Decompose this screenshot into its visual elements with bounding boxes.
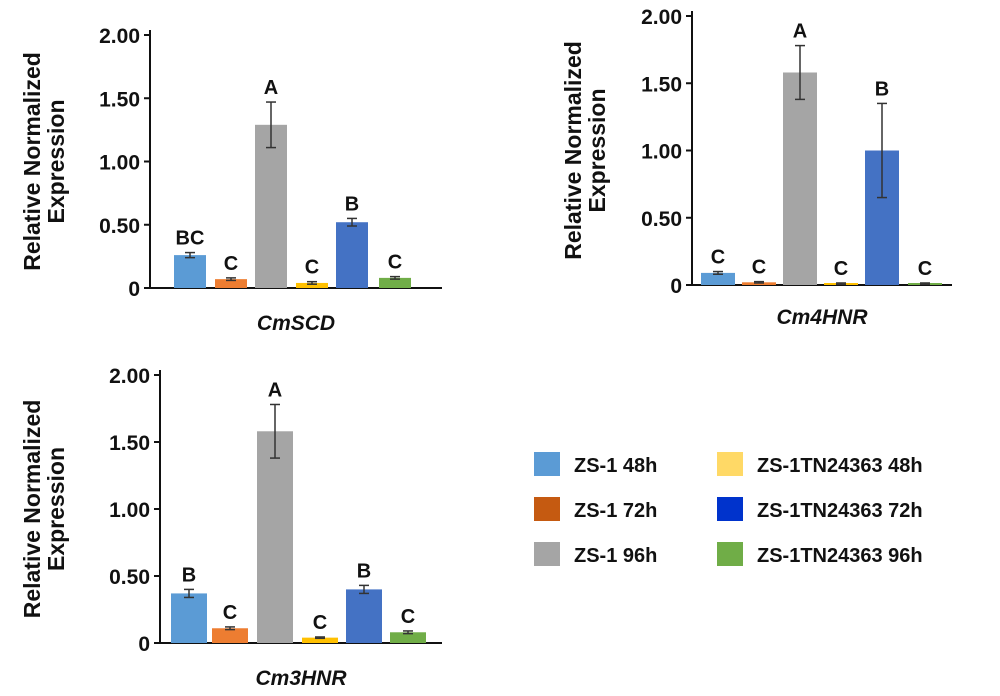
- y-tick-label: 1.00: [641, 141, 682, 164]
- significance-letter: C: [834, 258, 848, 280]
- y-tick-label: 1.50: [99, 88, 140, 111]
- gene-label: Cm3HNR: [255, 667, 347, 690]
- significance-letter: C: [223, 602, 237, 624]
- significance-letter: BC: [176, 228, 205, 250]
- bar-ZS-1TN24363-72h: [336, 222, 368, 288]
- y-tick-label: 1.50: [641, 73, 682, 96]
- bar-ZS-1TN24363-96h: [379, 277, 411, 288]
- significance-letter: A: [793, 21, 807, 43]
- significance-letter: C: [313, 612, 327, 634]
- significance-letter: C: [752, 257, 766, 279]
- legend-swatch: [717, 542, 743, 566]
- y-axis-title: Relative NormalizedExpression: [560, 41, 610, 260]
- significance-letter: B: [875, 78, 889, 100]
- y-tick-label: 0: [670, 275, 682, 298]
- bar-ZS-1TN24363-96h: [390, 632, 426, 643]
- legend-swatch: [534, 497, 560, 521]
- y-tick-label: 2.00: [109, 365, 150, 388]
- y-tick-label: 0.50: [641, 208, 682, 231]
- bar-ZS-1-96h: [783, 72, 817, 286]
- y-tick-label: 2.00: [641, 6, 682, 29]
- bar-ZS-1TN24363-48h: [302, 637, 338, 643]
- y-tick-label: 1.00: [109, 499, 150, 522]
- significance-letter: A: [268, 379, 282, 401]
- bar-ZS-1-48h: [174, 255, 206, 288]
- gene-label: Cm4HNR: [776, 306, 868, 329]
- y-tick-label: 0: [138, 633, 150, 656]
- legend-label: ZS-1 72h: [574, 500, 657, 522]
- chart-panel-Cm4HNR: 0 0.50 1.00 1.50 2.00 Relative NormalizedExpr…: [560, 6, 952, 329]
- y-tick-label: 1.00: [99, 152, 140, 175]
- legend: ZS-1 48h ZS-1 72h ZS-1 96h ZS-1TN24363 48h Z…: [534, 452, 923, 567]
- legend-swatch: [534, 452, 560, 476]
- bar-ZS-1-72h: [215, 279, 247, 288]
- significance-letter: C: [305, 257, 319, 279]
- significance-letter: B: [345, 193, 359, 215]
- significance-letter: C: [401, 606, 415, 628]
- bar-ZS-1-96h: [255, 124, 287, 288]
- legend-swatch: [717, 497, 743, 521]
- y-tick-label: 2.00: [99, 25, 140, 48]
- significance-letter: C: [711, 247, 725, 269]
- chart-panel-CmSCD: 0 0.50 1.00 1.50 2.00 Relative NormalizedExpr…: [19, 25, 442, 335]
- legend-swatch: [534, 542, 560, 566]
- bar-ZS-1-48h: [701, 272, 735, 285]
- chart-panel-Cm3HNR: 0 0.50 1.00 1.50 2.00 Relative NormalizedExpr…: [19, 365, 442, 690]
- bar-ZS-1-72h: [212, 628, 248, 643]
- significance-letter: B: [357, 560, 371, 582]
- legend-label: ZS-1TN24363 48h: [757, 455, 923, 477]
- significance-letter: C: [224, 253, 238, 275]
- significance-letter: C: [918, 258, 932, 280]
- bar-ZS-1-96h: [257, 431, 293, 643]
- y-tick-label: 0.50: [109, 566, 150, 589]
- significance-letter: B: [182, 564, 196, 586]
- legend-label: ZS-1TN24363 96h: [757, 545, 923, 567]
- y-tick-label: 1.50: [109, 432, 150, 455]
- y-tick-label: 0: [128, 278, 140, 301]
- y-axis-title: Relative NormalizedExpression: [19, 400, 69, 619]
- y-tick-label: 0.50: [99, 215, 140, 238]
- bar-ZS-1TN24363-72h: [346, 589, 382, 643]
- legend-label: ZS-1TN24363 72h: [757, 500, 923, 522]
- significance-letter: C: [388, 252, 402, 274]
- legend-label: ZS-1 48h: [574, 455, 657, 477]
- significance-letter: A: [264, 77, 278, 99]
- y-axis-title: Relative NormalizedExpression: [19, 52, 69, 271]
- bar-ZS-1-48h: [171, 593, 207, 643]
- gene-label: CmSCD: [257, 312, 335, 335]
- legend-label: ZS-1 96h: [574, 545, 657, 567]
- legend-swatch: [717, 452, 743, 476]
- bar-ZS-1TN24363-48h: [296, 282, 328, 288]
